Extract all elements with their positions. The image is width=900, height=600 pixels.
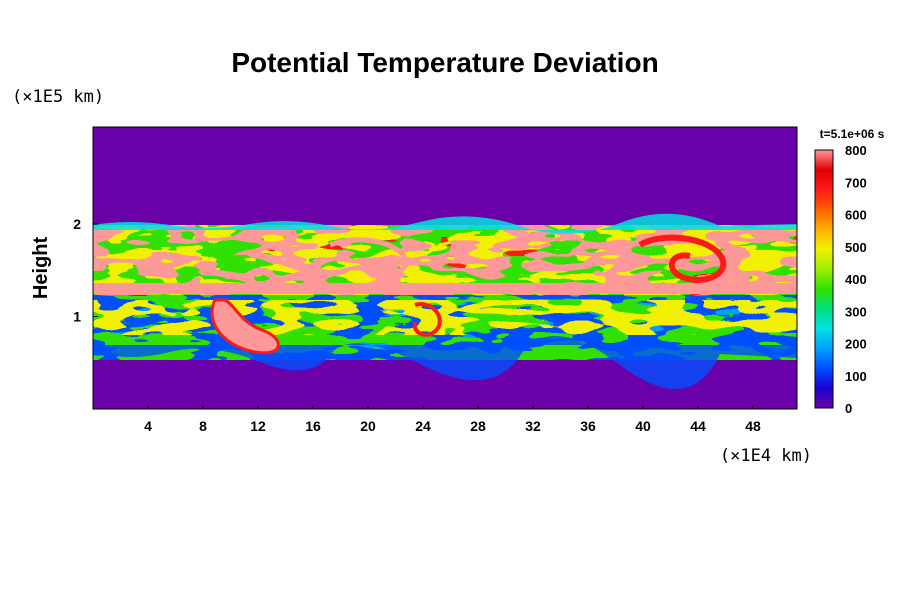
eddy-low xyxy=(412,302,442,337)
upper-layer-edge xyxy=(93,213,797,234)
y-units-label: (×1E5 km) xyxy=(12,87,104,107)
x-axis-ticks: 4 8 12 16 20 24 28 32 36 40 44 48 xyxy=(144,404,761,434)
y-tick-label: 2 xyxy=(73,216,81,232)
colorbar-tick-label: 0 xyxy=(845,401,852,416)
colorbar-tick-label: 400 xyxy=(845,272,867,287)
plume-rim xyxy=(210,298,280,355)
colorbar-tick-label: 700 xyxy=(845,175,867,190)
colorbar-tick-label: 300 xyxy=(845,304,867,319)
x-tick-label: 12 xyxy=(250,418,266,434)
x-tick-label: 44 xyxy=(690,418,706,434)
heatmap-plot-area xyxy=(93,127,797,409)
x-tick-label: 40 xyxy=(635,418,651,434)
time-label: t=5.1e+06 s xyxy=(820,127,885,141)
colorbar-tick-label: 800 xyxy=(845,143,867,158)
colorbar-tick-label: 500 xyxy=(845,240,867,255)
x-tick-label: 48 xyxy=(745,418,761,434)
plot-frame xyxy=(92,126,798,410)
y-tick-label: 1 xyxy=(73,309,81,325)
colorbar-ramp xyxy=(814,149,834,409)
x-tick-label: 16 xyxy=(305,418,321,434)
x-tick-label: 36 xyxy=(580,418,596,434)
colorbar-tick-label: 200 xyxy=(845,337,867,352)
x-tick-label: 24 xyxy=(415,418,431,434)
y-axis-label: Height xyxy=(30,237,52,300)
x-units-label: (×1E4 km) xyxy=(720,446,812,466)
y-axis-ticks: 12 xyxy=(73,216,98,325)
hot-core-band xyxy=(93,283,797,294)
colorbar: 0 100 200 300 400 500 600 700 800 xyxy=(814,143,867,416)
colorbar-tick-label: 100 xyxy=(845,369,867,384)
x-tick-label: 32 xyxy=(525,418,541,434)
eddy-mid xyxy=(329,237,409,276)
x-tick-label: 28 xyxy=(470,418,486,434)
colorbar-tick-label: 600 xyxy=(845,208,867,223)
x-tick-label: 20 xyxy=(360,418,376,434)
x-tick-label: 4 xyxy=(144,418,152,434)
eddy-large xyxy=(638,234,727,283)
chart-title: Potential Temperature Deviation xyxy=(231,47,658,78)
x-tick-label: 8 xyxy=(199,418,207,434)
lower-layer-yellow xyxy=(93,300,797,335)
